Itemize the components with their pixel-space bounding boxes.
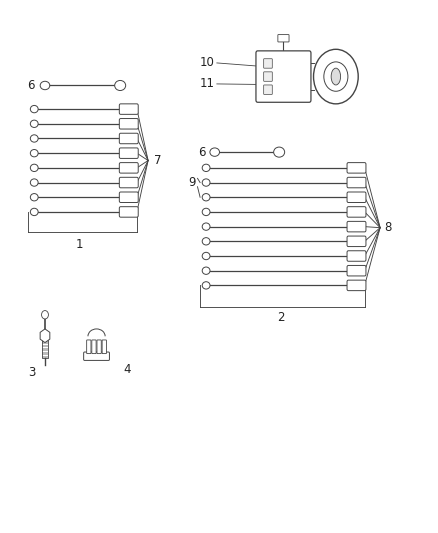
Ellipse shape bbox=[202, 223, 210, 230]
FancyBboxPatch shape bbox=[119, 207, 138, 217]
Ellipse shape bbox=[30, 164, 38, 172]
Ellipse shape bbox=[30, 106, 38, 113]
Ellipse shape bbox=[202, 193, 210, 201]
FancyBboxPatch shape bbox=[119, 133, 138, 144]
Ellipse shape bbox=[30, 120, 38, 127]
FancyBboxPatch shape bbox=[256, 51, 311, 102]
Ellipse shape bbox=[40, 82, 50, 90]
Bar bbox=[42, 356, 49, 358]
FancyBboxPatch shape bbox=[347, 236, 366, 247]
FancyBboxPatch shape bbox=[347, 251, 366, 261]
Ellipse shape bbox=[331, 68, 341, 85]
Circle shape bbox=[314, 49, 358, 104]
Bar bbox=[42, 338, 49, 358]
FancyBboxPatch shape bbox=[97, 340, 101, 353]
FancyBboxPatch shape bbox=[119, 177, 138, 188]
FancyBboxPatch shape bbox=[347, 177, 366, 188]
Ellipse shape bbox=[115, 80, 126, 91]
Polygon shape bbox=[40, 329, 50, 343]
Bar bbox=[42, 352, 49, 354]
Text: 11: 11 bbox=[200, 77, 215, 91]
FancyBboxPatch shape bbox=[119, 148, 138, 158]
Ellipse shape bbox=[202, 252, 210, 260]
Ellipse shape bbox=[30, 149, 38, 157]
FancyBboxPatch shape bbox=[119, 118, 138, 129]
Ellipse shape bbox=[202, 208, 210, 216]
FancyBboxPatch shape bbox=[119, 163, 138, 173]
Ellipse shape bbox=[202, 282, 210, 289]
Bar bbox=[42, 345, 49, 348]
Ellipse shape bbox=[30, 135, 38, 142]
FancyBboxPatch shape bbox=[92, 340, 96, 353]
FancyBboxPatch shape bbox=[278, 35, 289, 42]
Circle shape bbox=[42, 311, 49, 319]
FancyBboxPatch shape bbox=[264, 72, 272, 82]
Text: 2: 2 bbox=[278, 311, 285, 324]
FancyBboxPatch shape bbox=[119, 104, 138, 115]
Circle shape bbox=[324, 62, 348, 91]
Text: 6: 6 bbox=[198, 146, 205, 159]
Text: 3: 3 bbox=[28, 366, 35, 379]
FancyBboxPatch shape bbox=[102, 340, 106, 353]
FancyBboxPatch shape bbox=[347, 192, 366, 203]
FancyBboxPatch shape bbox=[347, 221, 366, 232]
Text: 1: 1 bbox=[76, 238, 83, 251]
Ellipse shape bbox=[30, 193, 38, 201]
Text: 4: 4 bbox=[124, 363, 131, 376]
FancyBboxPatch shape bbox=[347, 280, 366, 290]
FancyBboxPatch shape bbox=[84, 352, 110, 360]
Ellipse shape bbox=[202, 238, 210, 245]
Ellipse shape bbox=[30, 208, 38, 216]
FancyBboxPatch shape bbox=[347, 207, 366, 217]
FancyBboxPatch shape bbox=[119, 192, 138, 203]
Bar bbox=[42, 349, 49, 351]
Ellipse shape bbox=[210, 148, 219, 156]
Text: 10: 10 bbox=[200, 56, 215, 69]
FancyBboxPatch shape bbox=[264, 59, 272, 68]
Text: 8: 8 bbox=[384, 221, 392, 234]
Bar bbox=[42, 341, 49, 344]
FancyBboxPatch shape bbox=[347, 265, 366, 276]
Ellipse shape bbox=[202, 164, 210, 172]
Ellipse shape bbox=[202, 179, 210, 186]
FancyBboxPatch shape bbox=[347, 163, 366, 173]
Ellipse shape bbox=[30, 179, 38, 186]
Ellipse shape bbox=[274, 147, 285, 157]
Ellipse shape bbox=[202, 267, 210, 274]
Text: 9: 9 bbox=[188, 176, 195, 189]
FancyBboxPatch shape bbox=[264, 85, 272, 94]
Text: 7: 7 bbox=[154, 154, 161, 167]
FancyBboxPatch shape bbox=[87, 340, 91, 353]
Text: 6: 6 bbox=[28, 79, 35, 92]
